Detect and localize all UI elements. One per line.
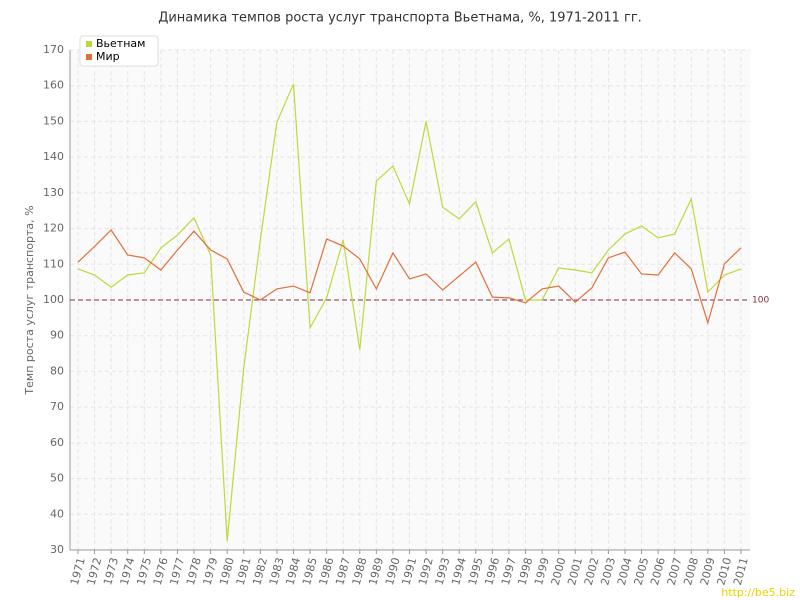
y-tick-label: 110 xyxy=(43,257,64,270)
chart-title: Динамика темпов роста услуг транспорта В… xyxy=(158,11,642,26)
reference-label: 100 xyxy=(752,296,769,306)
y-axis-label: Темп роста услуг транспорта, % xyxy=(23,205,36,395)
y-tick-label: 150 xyxy=(43,114,64,127)
y-tick-label: 70 xyxy=(50,400,64,413)
y-tick-label: 120 xyxy=(43,222,64,235)
legend-label: Мир xyxy=(96,50,120,63)
y-tick-label: 40 xyxy=(50,507,64,520)
y-tick-label: 160 xyxy=(43,79,64,92)
watermark: http://be5.biz xyxy=(721,586,795,599)
series-line xyxy=(77,83,742,542)
y-tick-label: 90 xyxy=(50,329,64,342)
y-tick-label: 140 xyxy=(43,150,64,163)
y-tick-label: 130 xyxy=(43,186,64,199)
y-tick-label: 30 xyxy=(50,543,64,556)
y-tick-label: 170 xyxy=(43,43,64,56)
legend-swatch xyxy=(86,41,92,47)
legend-swatch xyxy=(86,54,92,60)
x-tick-label: 2011 xyxy=(731,556,751,586)
legend-label: Вьетнам xyxy=(96,37,145,50)
y-tick-label: 60 xyxy=(50,436,64,449)
series-line xyxy=(77,229,742,325)
y-tick-label: 80 xyxy=(50,364,64,377)
y-tick-label: 50 xyxy=(50,472,64,485)
legend-box xyxy=(79,35,159,67)
y-tick-label: 100 xyxy=(43,293,64,306)
